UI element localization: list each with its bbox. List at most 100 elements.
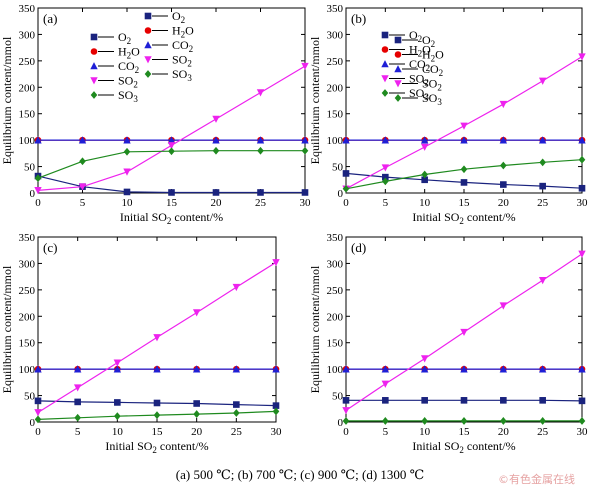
data-point-co2 (381, 136, 390, 144)
data-point-so3 (382, 177, 389, 186)
data-point-so3 (342, 417, 350, 425)
data-point-co2 (342, 136, 350, 144)
data-point-so3 (460, 417, 468, 425)
legend-label-sub: 2 (133, 80, 138, 90)
y-tick-label: 150 (327, 109, 344, 121)
legend-marker-o2 (144, 12, 152, 20)
data-point-o2 (34, 397, 42, 405)
data-point-so2 (420, 355, 429, 363)
legend-label-h2o: H2O (422, 48, 444, 64)
data-point-o2 (460, 179, 468, 186)
legend-label-sub: 2 (431, 54, 436, 64)
x-axis-label-part: Initial SO (120, 210, 167, 224)
x-axis-label: Initial SO2 content/% (105, 439, 208, 455)
watermark: ©有色金属在线 (498, 473, 575, 486)
data-point-so3 (168, 147, 175, 156)
x-tick-label: 30 (300, 197, 312, 209)
x-axis-label-part: Initial SO (412, 439, 459, 453)
legend-label-so2: SO2 (118, 74, 138, 90)
data-point-co2 (34, 136, 42, 144)
series-o2 (342, 397, 586, 405)
data-point-so2 (578, 53, 586, 61)
legend-label-sub: 2 (426, 63, 431, 73)
legend-label-so3: SO3 (118, 88, 138, 104)
data-point-so2 (301, 62, 309, 71)
data-point-co2 (212, 136, 220, 144)
legend-label-part: SO (409, 86, 425, 100)
data-point-o2 (114, 399, 121, 406)
figure-caption: (a) 500 ℃; (b) 700 ℃; (c) 900 ℃; (d) 130… (175, 467, 425, 482)
legend-label-sub: 2 (431, 39, 436, 49)
legend-label-part: O (422, 43, 431, 57)
x-tick-label: 5 (383, 426, 389, 438)
x-tick-label: 0 (35, 426, 41, 438)
y-tick-label: 150 (327, 338, 344, 350)
series-so2 (342, 250, 586, 415)
data-point-co2 (192, 365, 201, 373)
legend-label-h2o: H2O (172, 24, 194, 40)
y-tick-label: 200 (327, 82, 344, 94)
series-co2 (342, 136, 586, 144)
legend-label-so2: SO2 (422, 77, 442, 93)
data-point-o2 (421, 397, 428, 404)
legend-marker-so3 (381, 89, 389, 97)
series-so3 (342, 155, 586, 193)
x-axis-label-part: content/% (157, 439, 209, 453)
legend-marker-o2 (394, 36, 402, 44)
legend-label-part: O (172, 9, 181, 23)
data-point-so2 (499, 302, 508, 310)
y-tick-label: 350 (327, 232, 344, 244)
x-tick-label: 5 (75, 426, 81, 438)
x-axis-label-sub: 2 (167, 216, 172, 226)
data-point-so2 (460, 328, 468, 337)
y-tick-label: 150 (19, 338, 36, 350)
x-axis-label: Initial SO2 content/% (120, 210, 223, 226)
data-point-so2 (34, 187, 42, 195)
y-tick-label: 250 (19, 56, 36, 68)
data-point-so2 (578, 250, 586, 258)
y-tick-label: 200 (19, 82, 36, 94)
y-tick-label: 0 (338, 188, 344, 200)
y-tick-label: 300 (327, 29, 344, 41)
data-point-o2 (500, 181, 507, 188)
data-point-so2 (256, 89, 265, 97)
x-tick-label: 15 (152, 426, 164, 438)
legend-label-part: O (409, 28, 418, 42)
data-point-o2 (342, 170, 350, 177)
legend-label-sub: 2 (189, 44, 194, 54)
series-so3 (342, 417, 586, 425)
x-tick-label: 15 (459, 426, 471, 438)
data-point-so3 (114, 412, 121, 421)
data-point-so2 (381, 380, 390, 388)
data-point-o2 (500, 397, 507, 404)
legend-label-part: CO (172, 38, 189, 52)
data-point-co2 (499, 136, 508, 144)
data-point-co2 (538, 136, 547, 144)
y-tick-label: 50 (24, 162, 36, 174)
data-point-so2 (538, 277, 547, 285)
legend-marker-so2 (381, 75, 389, 83)
x-tick-label: 25 (537, 426, 549, 438)
data-point-co2 (538, 365, 547, 373)
x-axis-label: Initial SO2 content/% (412, 210, 515, 226)
legend-label-so3: SO3 (172, 67, 192, 83)
data-point-so3 (342, 184, 350, 193)
legend-label-sub: 2 (135, 65, 140, 75)
legend-label-sub: 3 (133, 94, 138, 104)
y-tick-label: 350 (19, 232, 36, 244)
y-axis-label: Equilibrium content/mmol (0, 36, 14, 164)
data-point-so2 (460, 122, 468, 130)
legend-label-co2: CO2 (118, 59, 139, 75)
plot-frame (37, 236, 277, 423)
legend-marker-co2 (90, 62, 98, 70)
legend-marker-h2o (90, 48, 98, 55)
legend-marker-h2o (144, 27, 152, 34)
series-so2 (34, 62, 309, 195)
legend-label-part: H (409, 43, 418, 57)
x-tick-label: 25 (537, 197, 549, 209)
y-axis-label: Equilibrium content/mmol (308, 265, 322, 393)
y-axis-label: Equilibrium content/mmol (308, 36, 322, 164)
data-point-o2 (123, 188, 131, 196)
